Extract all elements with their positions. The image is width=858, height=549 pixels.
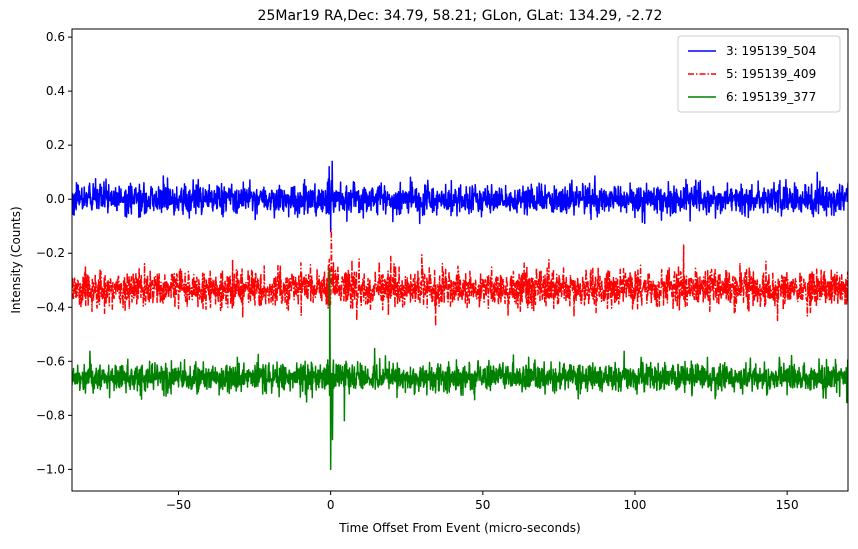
x-tick-label: 50	[475, 498, 490, 512]
x-tick-label: 100	[624, 498, 647, 512]
chart-title: 25Mar19 RA,Dec: 34.79, 58.21; GLon, GLat…	[258, 8, 663, 24]
legend-label: 5: 195139_409	[726, 67, 816, 81]
x-tick-label: 0	[327, 498, 335, 512]
series-line-1	[72, 160, 848, 233]
y-tick-label: 0.6	[46, 30, 65, 44]
x-axis: −50 0 50 100 150	[166, 491, 799, 512]
series-layer	[72, 160, 848, 471]
x-tick-label: −50	[166, 498, 191, 512]
legend-label: 6: 195139_377	[726, 90, 816, 104]
legend-box	[677, 35, 841, 113]
legend[interactable]: 3: 195139_504 5: 195139_409 6: 195139_377	[677, 35, 841, 113]
y-tick-label: 0.2	[46, 138, 65, 152]
y-tick-label: −1.0	[36, 462, 65, 476]
legend-label: 3: 195139_504	[726, 44, 816, 58]
y-axis: −1.0 −0.8 −0.6 −0.4 −0.2 0.0 0.2 0.4 0.6	[36, 30, 72, 476]
y-tick-label: 0.4	[46, 84, 65, 98]
plot-frame	[71, 28, 849, 492]
x-tick-label: 150	[776, 498, 799, 512]
y-tick-label: −0.8	[36, 408, 65, 422]
y-axis-label: Intensity (Counts)	[9, 206, 23, 313]
y-tick-label: 0.0	[46, 192, 65, 206]
y-tick-label: −0.4	[36, 300, 65, 314]
series-line-2	[72, 228, 848, 327]
y-tick-label: −0.6	[36, 354, 65, 368]
x-axis-label: Time Offset From Event (micro-seconds)	[338, 521, 580, 535]
y-tick-label: −0.2	[36, 246, 65, 260]
series-line-3	[72, 268, 848, 471]
